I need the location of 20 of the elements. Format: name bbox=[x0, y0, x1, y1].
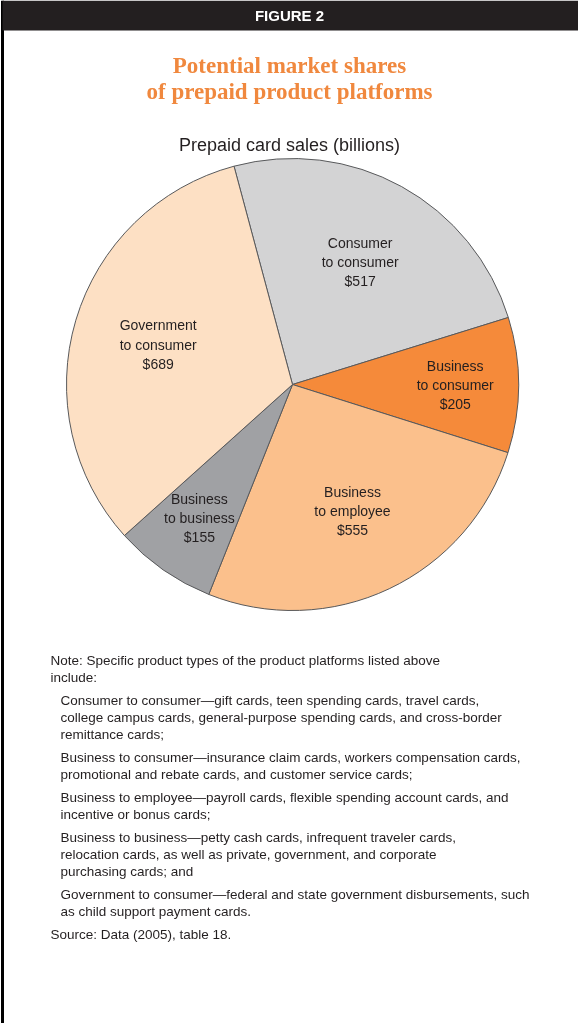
chart-subtitle: Prepaid card sales (billions) bbox=[178, 134, 401, 155]
data-label: $689 bbox=[142, 355, 174, 372]
data-label: $555 bbox=[336, 522, 369, 539]
source-note: Source: Data (2005), table 18. bbox=[50, 926, 232, 942]
data-label: $205 bbox=[439, 396, 472, 413]
slice-label: Business to business bbox=[163, 490, 235, 526]
slice-label: Consumer to consumer bbox=[321, 234, 400, 270]
data-label: $517 bbox=[344, 273, 376, 289]
text: Business to business—petty cash cards, infrequent traveler cards, relocation cards, as well as private, government, and corporate purchasing cards; and bbox=[60, 829, 456, 879]
text: Note: Specific product types of the product platforms listed above include: bbox=[50, 652, 440, 685]
data-label: $155 bbox=[183, 529, 216, 546]
slice-label: Business to consumer bbox=[416, 357, 495, 393]
slice-label: Government to consumer bbox=[119, 317, 198, 353]
slice-label: Business to employee bbox=[314, 483, 391, 520]
text: Business to consumer—insurance claim cards, workers compensation cards, promotional and rebate cards, and customer service cards; bbox=[60, 749, 521, 782]
caption: FIGURE 2 bbox=[254, 7, 325, 24]
chart-title: Potential market shares of prepaid product platforms bbox=[146, 52, 433, 104]
text: Government to consumer—federal and state government disbursements, such as child support payment cards. bbox=[60, 886, 530, 919]
text: Business to employee—payroll cards, flexible spending account cards, and incentive or bonus cards; bbox=[60, 789, 509, 822]
text: Consumer to consumer—gift cards, teen spending cards, travel cards, college campus cards, general-purpose spending cards, and cross-border remittance cards; bbox=[60, 692, 503, 742]
